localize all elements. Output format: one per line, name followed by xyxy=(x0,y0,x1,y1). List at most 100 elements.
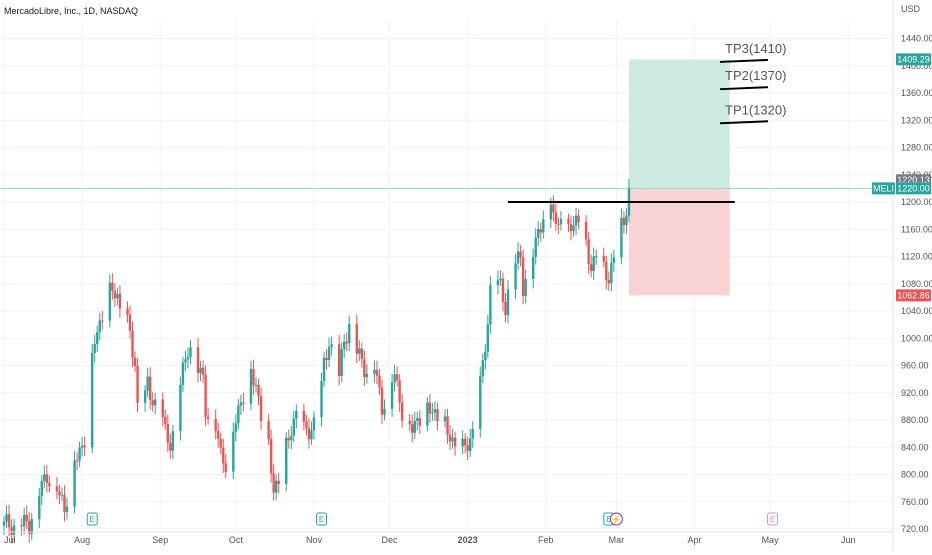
candle xyxy=(337,344,341,377)
candle xyxy=(592,256,595,271)
candle xyxy=(577,215,580,223)
candle xyxy=(408,420,411,424)
candle xyxy=(569,223,573,232)
y-tick-label: 1120.00 xyxy=(901,252,932,262)
take-profit-label: TP3(1410) xyxy=(725,41,786,56)
candle xyxy=(184,359,187,363)
candle xyxy=(242,402,245,404)
price-label: 1220.00 xyxy=(897,183,930,193)
candle xyxy=(116,293,119,299)
candle xyxy=(148,376,152,401)
candle xyxy=(206,416,210,419)
candle xyxy=(355,324,358,354)
candle xyxy=(60,494,64,496)
candle xyxy=(80,445,84,448)
candle xyxy=(539,229,542,233)
candle xyxy=(290,435,293,441)
take-profit-line[interactable] xyxy=(719,120,769,125)
candle xyxy=(466,445,469,451)
candle xyxy=(292,418,295,436)
candle xyxy=(166,424,169,443)
currency-label: USD xyxy=(901,4,921,14)
candle xyxy=(272,473,275,493)
x-tick-label: Sep xyxy=(152,535,168,545)
candle xyxy=(101,320,104,322)
candle xyxy=(312,417,316,431)
candle xyxy=(365,373,369,378)
y-tick-label: 1400.00 xyxy=(901,61,932,71)
candle xyxy=(10,527,13,535)
x-tick-label: Jun xyxy=(841,535,856,545)
candle xyxy=(380,387,384,415)
y-tick-label: 720.00 xyxy=(901,524,929,534)
candle xyxy=(201,367,205,375)
price-label: 1062.86 xyxy=(897,290,930,300)
y-tick-label: 760.00 xyxy=(901,497,929,507)
candle xyxy=(496,280,500,286)
event-label: E xyxy=(319,515,324,524)
candle xyxy=(269,438,273,474)
y-tick-label: 960.00 xyxy=(901,361,929,371)
candle xyxy=(572,225,575,232)
candle xyxy=(325,357,328,360)
candle xyxy=(426,402,429,426)
candle xyxy=(554,212,558,224)
candle xyxy=(375,369,379,376)
y-tick-label: 1160.00 xyxy=(901,224,932,234)
candle xyxy=(534,237,537,257)
candle xyxy=(75,460,79,462)
candle xyxy=(463,438,467,446)
candle xyxy=(113,291,117,299)
candle xyxy=(567,218,570,224)
candle xyxy=(549,204,553,220)
take-profit-label: TP1(1320) xyxy=(725,102,786,117)
candle xyxy=(224,463,227,472)
candle xyxy=(431,412,434,414)
candle xyxy=(181,362,185,385)
candle xyxy=(171,431,175,451)
candle xyxy=(199,367,202,374)
candle xyxy=(322,357,326,382)
x-tick-label: Nov xyxy=(306,535,323,545)
candle xyxy=(310,430,313,440)
candle xyxy=(461,438,464,447)
y-tick-label: 800.00 xyxy=(901,470,929,480)
candle xyxy=(252,369,255,386)
candle xyxy=(78,447,81,461)
earnings-icon[interactable] xyxy=(767,512,779,526)
price-label: 1409.29 xyxy=(897,54,930,64)
y-tick-label: 1360.00 xyxy=(901,88,932,98)
candle xyxy=(400,402,404,421)
earnings-icon[interactable] xyxy=(316,512,328,526)
candle xyxy=(607,280,610,284)
price-label-box xyxy=(896,53,931,66)
split-icon[interactable] xyxy=(609,512,623,526)
candle xyxy=(30,519,33,534)
candle xyxy=(146,376,149,391)
candle xyxy=(12,525,16,535)
candle xyxy=(378,375,381,388)
candle xyxy=(411,423,414,433)
candle xyxy=(471,428,474,439)
candle xyxy=(557,223,560,225)
earnings-icon[interactable] xyxy=(86,512,98,526)
candle xyxy=(38,496,41,520)
candle xyxy=(20,525,23,527)
candle xyxy=(126,308,129,315)
take-profit-line[interactable] xyxy=(719,86,769,91)
candle xyxy=(302,410,306,422)
candle xyxy=(111,282,114,292)
take-profit-label: TP2(1370) xyxy=(725,68,786,83)
drawings[interactable]: TP3(1410) TP2(1370) TP1(1320) xyxy=(508,41,786,203)
candle xyxy=(398,380,401,403)
candle xyxy=(189,347,192,358)
candle xyxy=(504,301,507,316)
y-tick-label: 1280.00 xyxy=(901,143,932,153)
take-profit-line[interactable] xyxy=(719,58,769,63)
candle xyxy=(7,514,11,528)
events[interactable]: E E E ⚡ E xyxy=(86,512,779,526)
x-tick-label: Oct xyxy=(229,535,244,545)
candle xyxy=(73,460,76,507)
